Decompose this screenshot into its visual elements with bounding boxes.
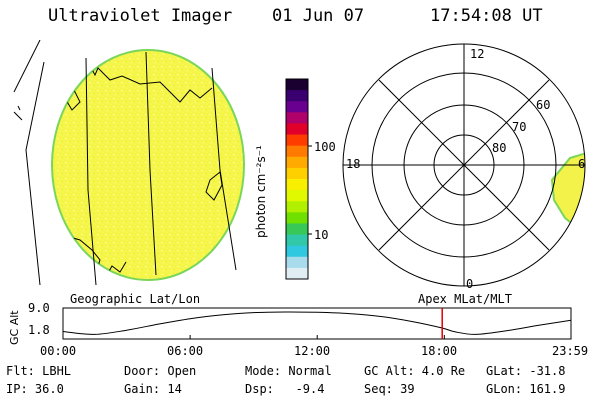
geographic-caption: Geographic Lat/Lon (70, 292, 201, 306)
colorbar-band (286, 179, 308, 191)
altitude-axis-label: GC Alt (8, 310, 21, 345)
colorbar-tick-label-10: 10 (314, 228, 329, 242)
colorbar-band (286, 245, 308, 258)
footer-ip: IP: 36.0 (6, 382, 64, 396)
colorbar-band (286, 201, 308, 213)
colorbar-band (286, 79, 308, 91)
colorbar-band (286, 256, 308, 269)
colorbar-band (286, 101, 308, 113)
footer-seq: Seq: 39 (364, 382, 415, 396)
colorbar-band (286, 167, 308, 180)
footer-mode: Mode: Normal (245, 364, 332, 378)
colorbar-band (286, 134, 308, 147)
altitude-ytick-low: 1.8 (28, 323, 50, 337)
limb-edge (51, 49, 245, 281)
mlt-label-left: 18 (346, 157, 361, 171)
colorbar-band (286, 223, 308, 236)
colorbar-band (286, 123, 308, 136)
colorbar-band (286, 156, 308, 169)
date-label: 01 Jun 07 (272, 6, 365, 26)
footer-gain: Gain: 14 (124, 382, 182, 396)
colorbar-band (286, 212, 308, 224)
footer-gc-alt: GC Alt: 4.0 Re (364, 364, 466, 378)
colorbar-band (286, 90, 308, 102)
polar-diagonal-2 (378, 79, 550, 251)
footer-glon: GLon: 161.9 (486, 382, 566, 396)
colorbar-gradient (286, 79, 308, 280)
lat-label-80: 80 (492, 141, 507, 155)
mlt-label-bottom: 0 (466, 277, 474, 291)
apex-caption: Apex MLat/MLT (418, 292, 512, 306)
colorbar-band (286, 234, 308, 247)
instrument-title: Ultraviolet Imager (48, 6, 233, 26)
polar-plot (342, 43, 586, 287)
colorbar-frame (285, 78, 309, 280)
footer-dsp: Dsp: -9.4 (245, 382, 325, 396)
colorbar-band (286, 145, 308, 158)
time-label: 17:54:08 UT (430, 6, 543, 26)
mlt-label-right: 6 (578, 157, 586, 171)
mlt-label-top: 12 (470, 47, 485, 61)
xtick-label-1800: 18:00 (421, 344, 458, 358)
colorbar (285, 78, 312, 280)
lat-label-60: 60 (536, 98, 551, 112)
footer-glat: GLat: -31.8 (486, 364, 566, 378)
coastline-fragment (13, 105, 23, 121)
colorbar-tick-label-100: 100 (314, 140, 336, 154)
colorbar-band (286, 267, 308, 280)
xtick-label-1200: 12:00 (294, 344, 331, 358)
footer-door: Door: Open (124, 364, 197, 378)
altitude-ticks (62, 335, 572, 339)
meridian-lines (13, 40, 237, 286)
altitude-ytick-high: 9.0 (28, 301, 50, 315)
xtick-label-0600: 06:00 (167, 344, 204, 358)
altitude-chart (62, 307, 572, 340)
colorbar-band (286, 112, 308, 124)
footer-filter: Flt: LBHL (6, 364, 72, 378)
xtick-label-0000: 00:00 (40, 344, 77, 358)
colorbar-unit-label: photon cm⁻²s⁻¹ (254, 145, 268, 238)
altitude-series-line (62, 311, 572, 335)
geographic-image (13, 40, 245, 286)
earth-disk (52, 50, 244, 280)
xtick-label-2359: 23:59 (552, 344, 589, 358)
colorbar-band (286, 190, 308, 202)
lat-label-70: 70 (512, 120, 527, 134)
